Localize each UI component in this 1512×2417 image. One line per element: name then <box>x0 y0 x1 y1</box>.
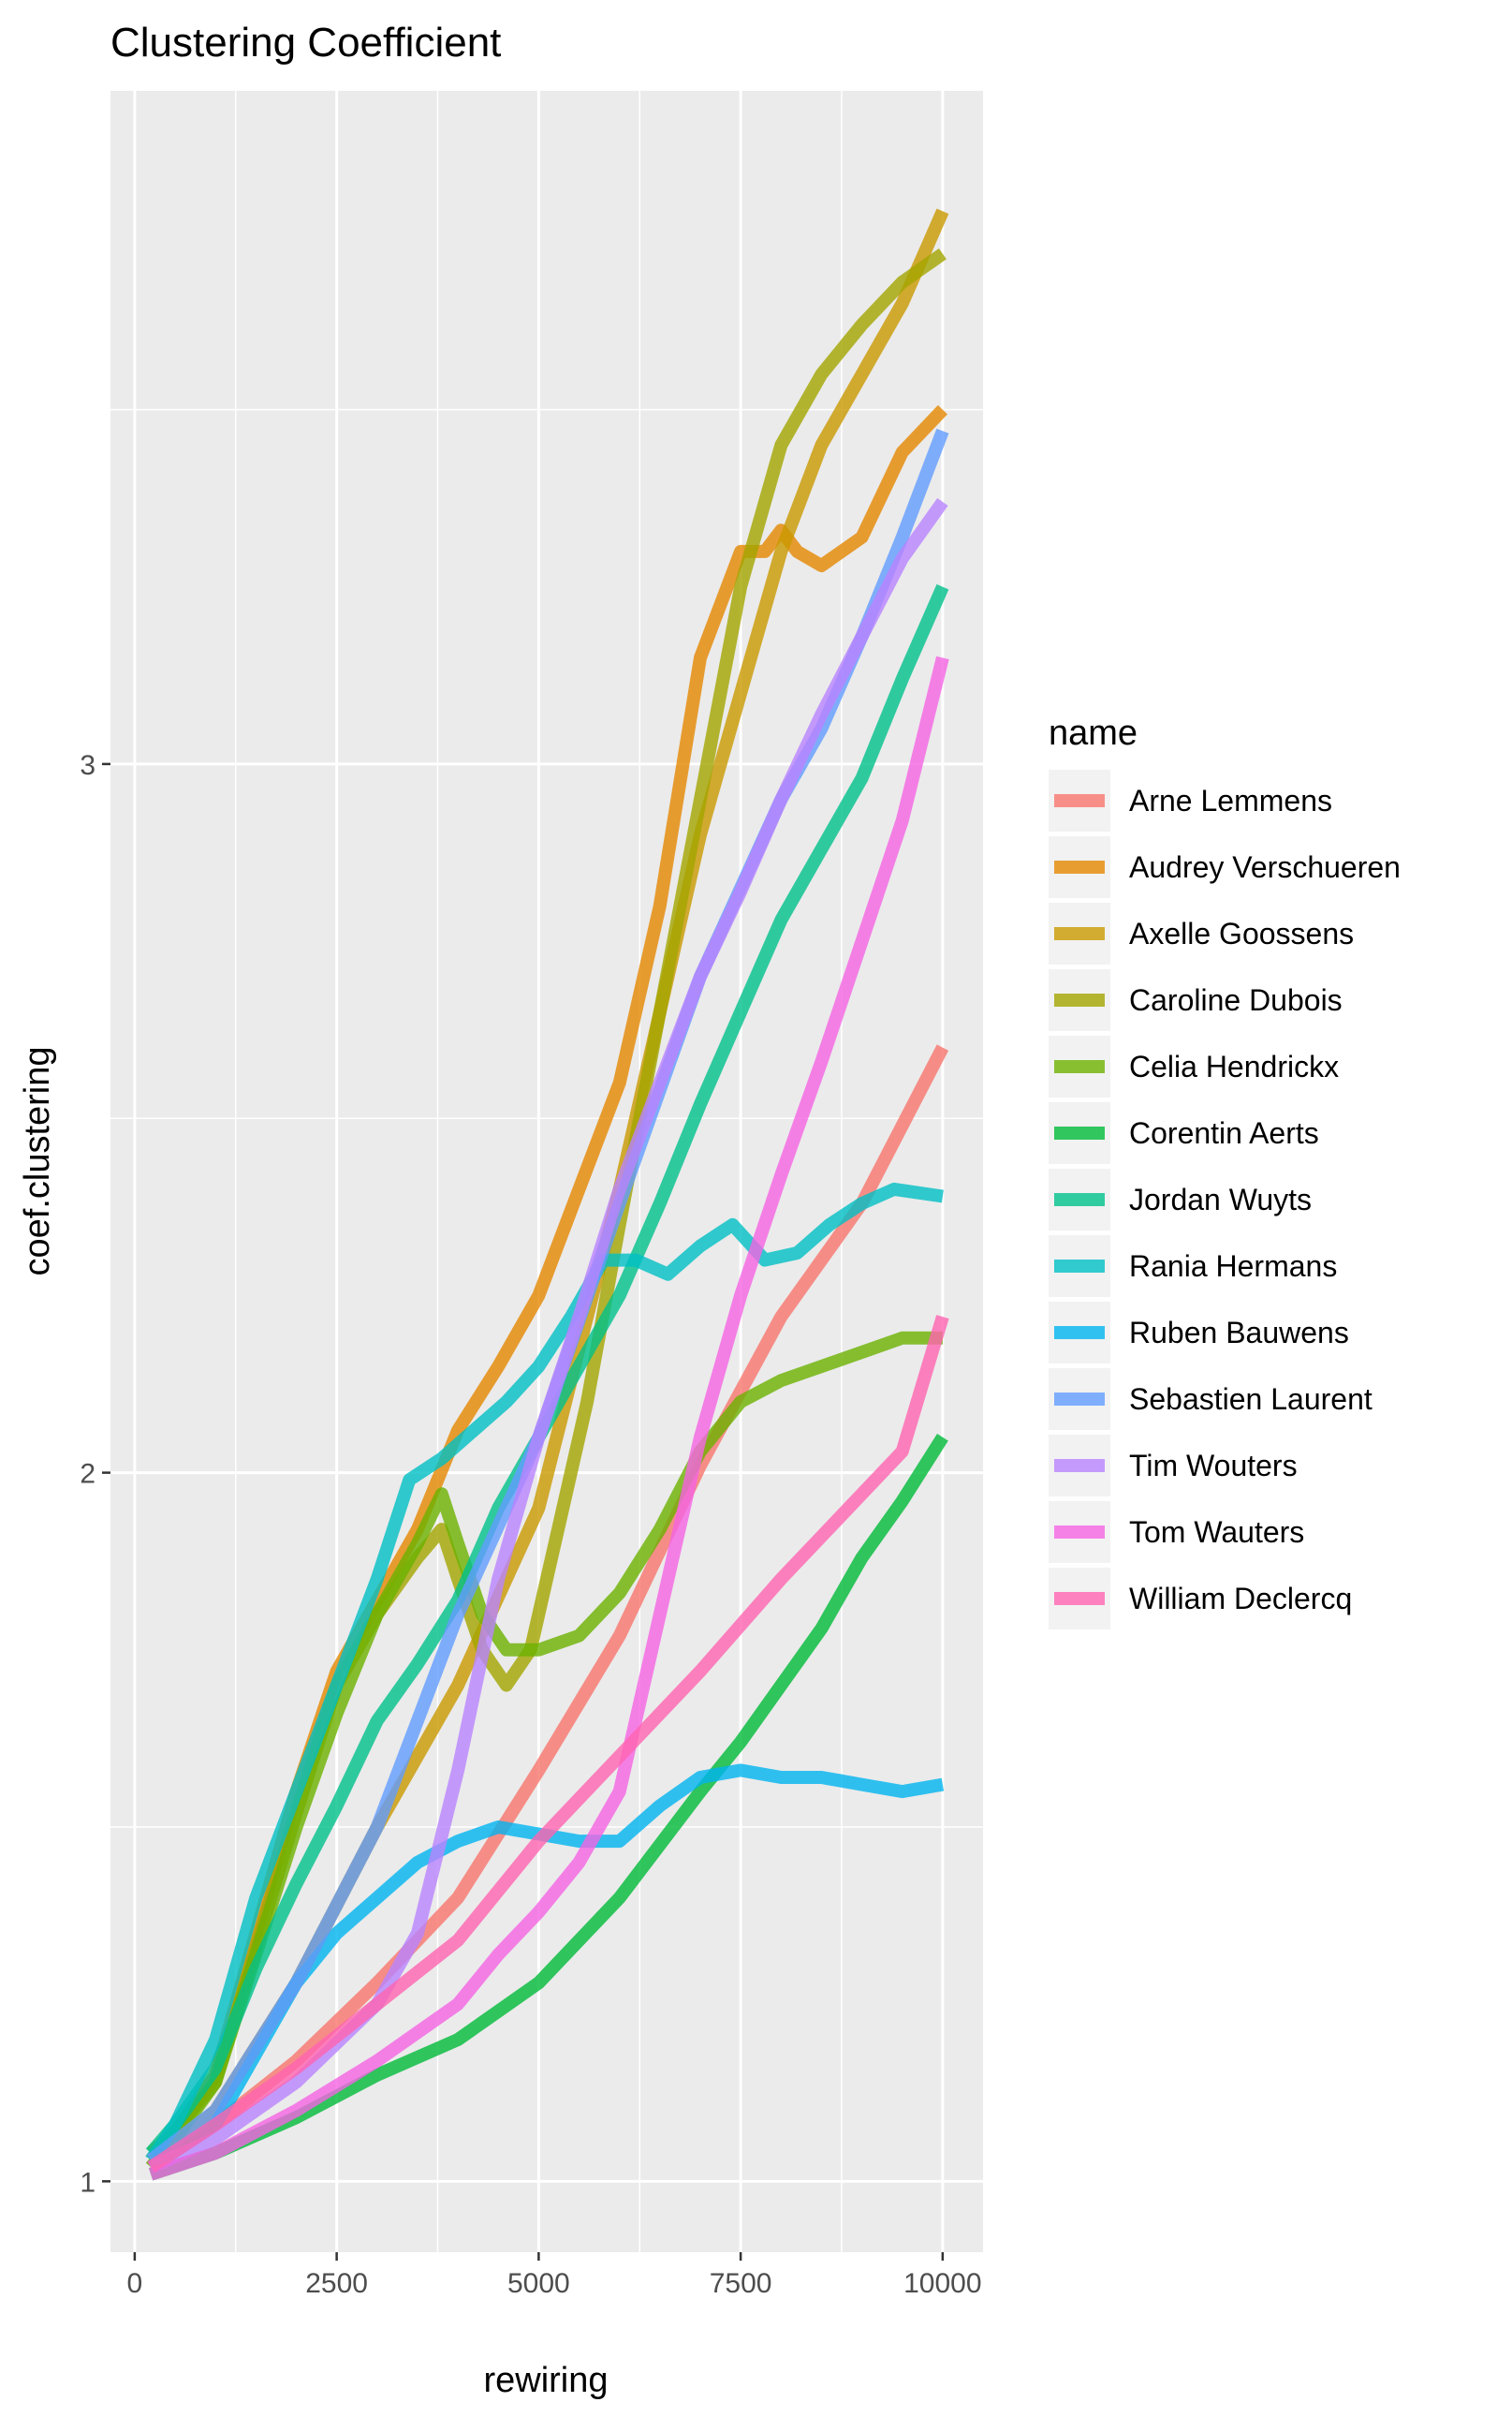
y-tick-label: 2 <box>80 1459 95 1490</box>
legend-label: Celia Hendrickx <box>1129 1050 1339 1083</box>
legend-label: Sebastien Laurent <box>1129 1382 1373 1416</box>
legend-title: name <box>1049 714 1138 753</box>
y-axis-title: coef.clustering <box>18 1046 57 1275</box>
y-tick-label: 3 <box>80 750 95 781</box>
series-line <box>147 1315 949 2174</box>
series-line <box>148 656 949 2181</box>
legend-label: Corentin Aerts <box>1129 1116 1319 1150</box>
legend-label: Tom Wauters <box>1129 1515 1304 1549</box>
series-line <box>145 1331 943 2172</box>
legend-label: Arne Lemmens <box>1129 784 1332 818</box>
legend-label: William Declercq <box>1129 1582 1352 1615</box>
x-tick-label: 2500 <box>305 2268 368 2299</box>
legend-label: Audrey Verschueren <box>1129 850 1401 884</box>
x-axis-title: rewiring <box>483 2361 608 2400</box>
legend-label: Rania Hermans <box>1129 1249 1337 1283</box>
x-tick-label: 0 <box>127 2268 143 2299</box>
legend-label: Tim Wouters <box>1129 1449 1298 1482</box>
legend-label: Axelle Goossens <box>1129 917 1354 951</box>
y-axis-ticks: 1 2 3 <box>80 750 110 2198</box>
x-tick-label: 7500 <box>710 2268 772 2299</box>
legend-label: Jordan Wuyts <box>1129 1183 1312 1216</box>
legend-label: Ruben Bauwens <box>1129 1316 1349 1349</box>
legend: name Arne Lemmens Audrey Verschueren Axell… <box>1049 714 1401 1629</box>
x-axis-ticks: 0 2500 5000 7500 10000 <box>127 2252 982 2299</box>
series-line <box>148 1434 948 2181</box>
series-line <box>145 1182 944 2164</box>
chart-title: Clustering Coefficient <box>110 20 501 66</box>
y-tick-label: 1 <box>80 2167 95 2198</box>
series-lines <box>145 208 949 2181</box>
legend-label: Caroline Dubois <box>1129 983 1343 1017</box>
x-tick-label: 5000 <box>507 2268 570 2299</box>
x-tick-label: 10000 <box>903 2268 981 2299</box>
